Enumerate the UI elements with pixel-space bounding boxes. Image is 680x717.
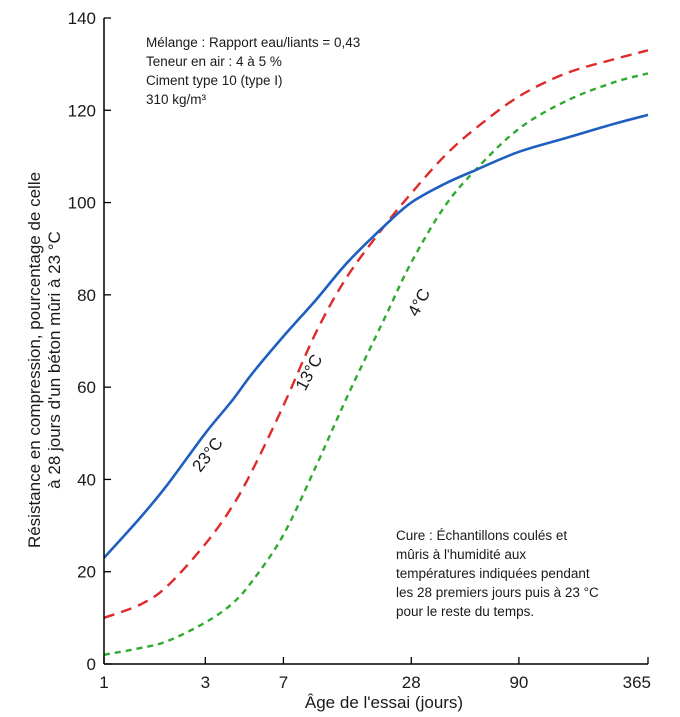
mix-note: Mélange : Rapport eau/liants = 0,43 Tene…	[146, 35, 360, 107]
ticks-group: 0 20 40 60 80 100 120 140 1 3 7 28 90 365	[68, 9, 651, 692]
x-tick-label: 3	[201, 673, 210, 692]
x-tick-label: 90	[509, 673, 528, 692]
y-tick-label: 20	[77, 563, 96, 582]
x-tick-label: 1	[99, 673, 108, 692]
x-axis-title: Âge de l'essai (jours)	[305, 693, 463, 712]
series-line-4c	[103, 72, 649, 656]
y-tick-label: 100	[68, 194, 96, 213]
y-tick-label: 40	[77, 470, 96, 489]
x-tick-label: 28	[402, 673, 421, 692]
y-axis-title: Résistance en compression, pourcentage d…	[25, 172, 64, 548]
x-tick-label: 7	[279, 673, 288, 692]
cure-note-line-1: Cure : Échantillons coulés et	[396, 528, 567, 543]
y-tick-label: 140	[68, 9, 96, 28]
mix-note-line-3: Ciment type 10 (type I)	[146, 73, 283, 88]
axes-group	[103, 18, 648, 665]
cure-note: Cure : Échantillons coulés et mûris à l'…	[396, 528, 599, 619]
y-tick-label: 0	[87, 655, 96, 674]
y-axis-title-line-1: Résistance en compression, pourcentage d…	[25, 172, 44, 548]
x-tick-label: 365	[623, 673, 651, 692]
series-line-13c	[103, 49, 649, 619]
y-axis-title-line-2: à 28 jours d'un béton mûri à 23 °C	[45, 231, 64, 489]
y-tick-label: 80	[77, 286, 96, 305]
mix-note-line-1: Mélange : Rapport eau/liants = 0,43	[146, 35, 360, 50]
cure-note-line-3: températures indiquées pendant	[396, 566, 590, 581]
y-tick-label: 120	[68, 101, 96, 120]
cure-note-line-2: mûris à l'humidité aux	[396, 547, 526, 562]
curves-group	[103, 49, 649, 656]
mix-note-line-4: 310 kg/m³	[146, 92, 207, 107]
cure-note-line-4: les 28 premiers jours puis à 23 °C	[396, 585, 599, 600]
y-tick-label: 60	[77, 378, 96, 397]
series-line-23c	[103, 113, 649, 559]
cure-note-line-5: pour le reste du temps.	[396, 604, 534, 619]
mix-note-line-2: Teneur en air : 4 à 5 %	[146, 54, 282, 69]
